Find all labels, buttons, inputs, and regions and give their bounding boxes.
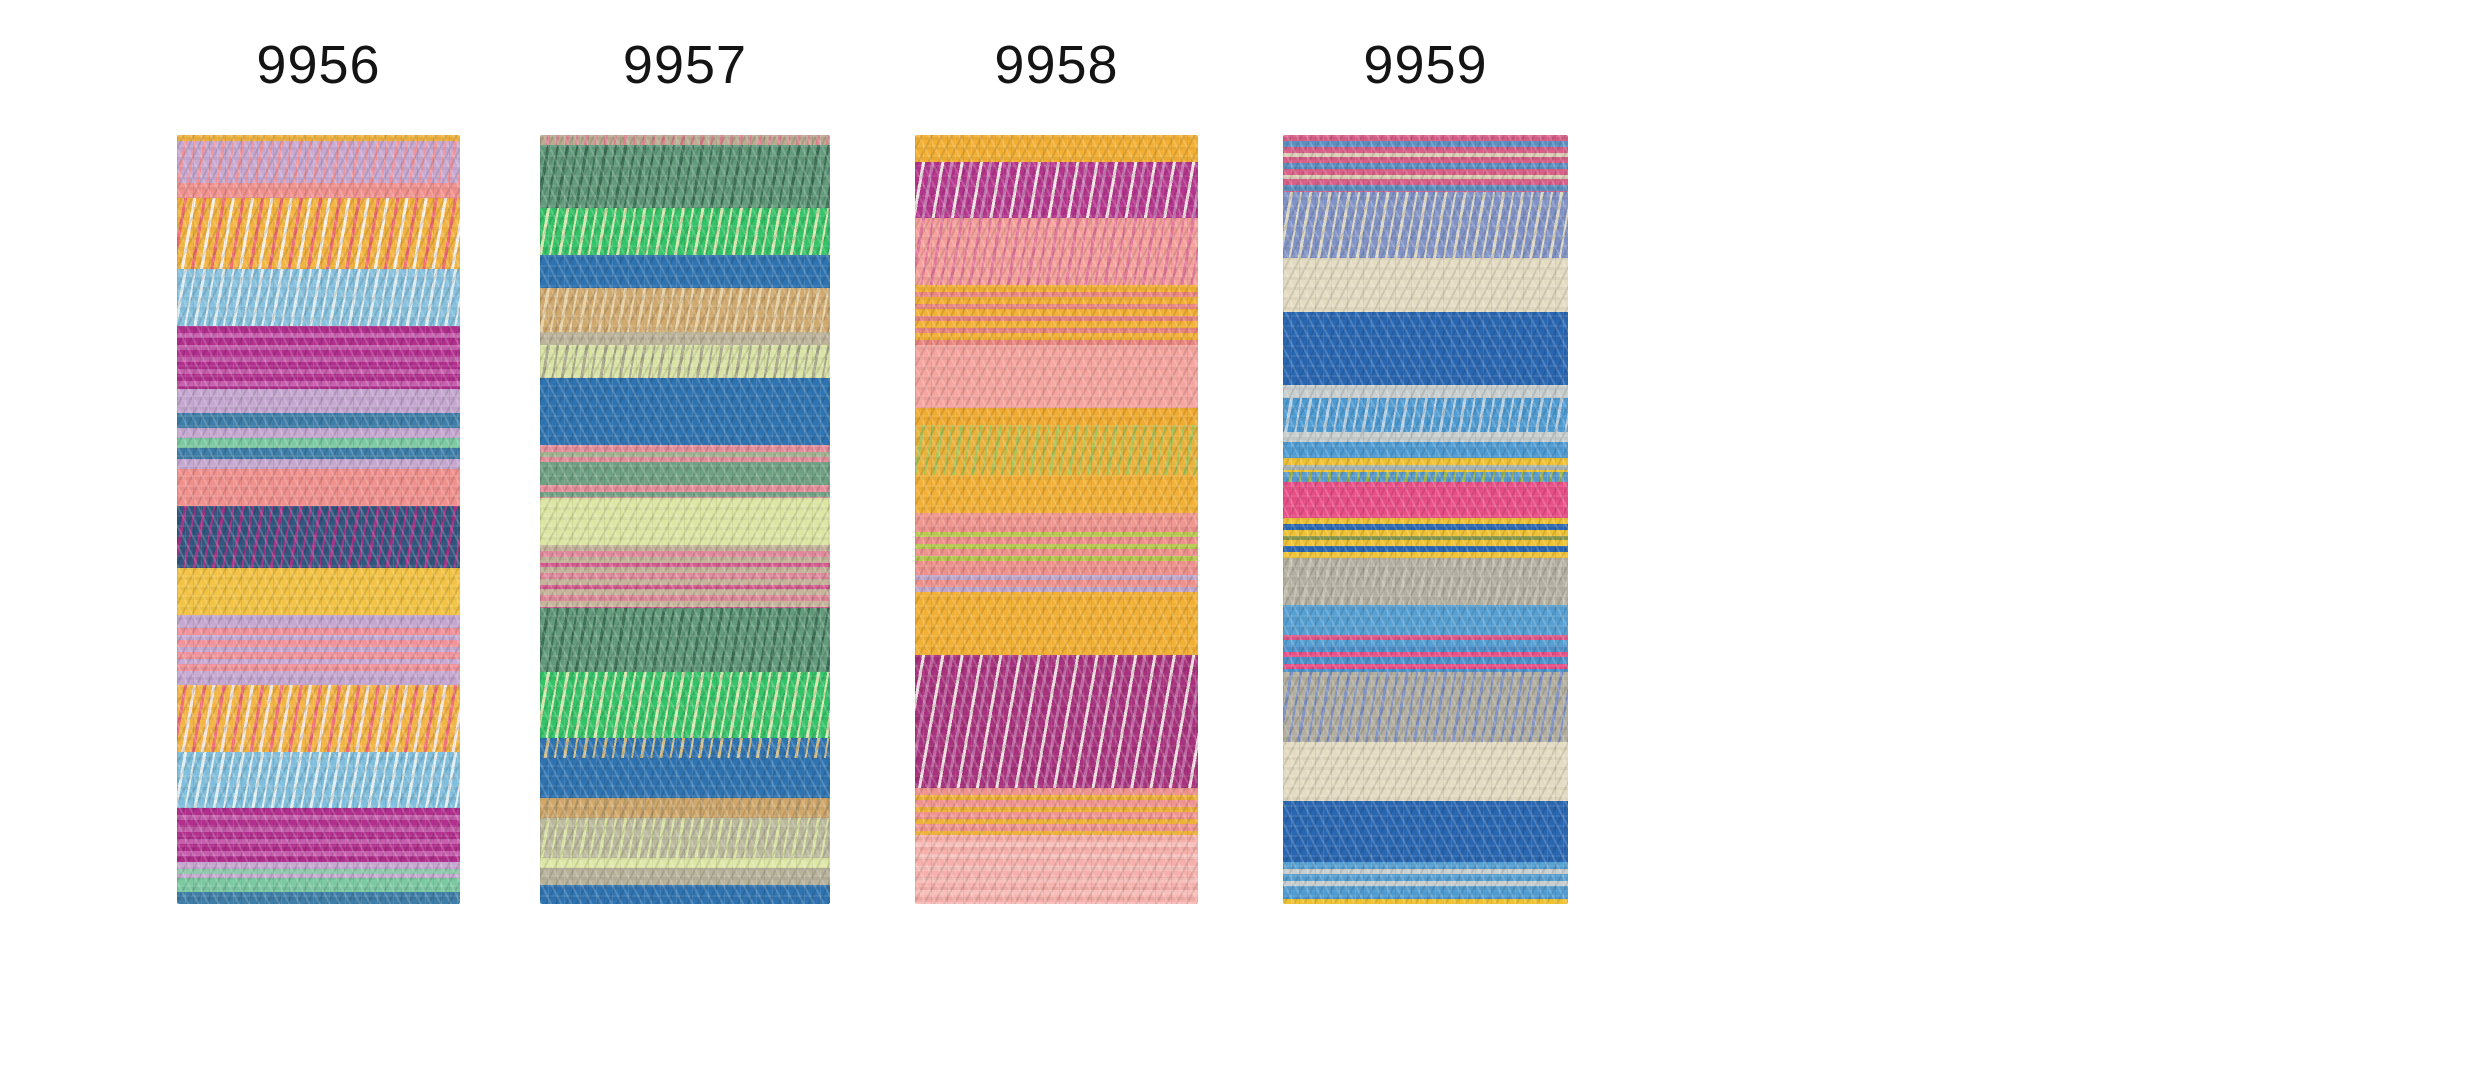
yarn-stripe (915, 408, 1198, 425)
yarn-stripe (1283, 482, 1568, 518)
yarn-stripe (540, 445, 830, 462)
yarn-stripe (540, 798, 830, 818)
yarn-stripe (915, 135, 1198, 162)
yarn-stripe (177, 568, 460, 616)
yarn-stripe (915, 218, 1198, 285)
swatch-label: 9956 (256, 35, 381, 95)
yarn-stripe (915, 568, 1198, 592)
yarn-stripe (540, 758, 830, 798)
yarn-stripe (177, 437, 460, 448)
yarn-stripe (915, 345, 1198, 408)
yarn-swatch (177, 135, 460, 904)
yarn-swatch (915, 135, 1198, 904)
yarn-swatch (540, 135, 830, 904)
yarn-stripe (177, 468, 460, 506)
yarn-stripe (540, 858, 830, 868)
yarn-stripe (540, 608, 830, 672)
yarn-stripe (1283, 742, 1568, 801)
yarn-stripe (1283, 385, 1568, 398)
yarn-stripe (1283, 558, 1568, 605)
yarn-stripe (1283, 518, 1568, 558)
swatch-label: 9958 (994, 35, 1119, 95)
yarn-stripe (177, 615, 460, 629)
yarn-stripe (915, 425, 1198, 475)
yarn-stripe (915, 475, 1198, 513)
yarn-stripe (540, 255, 830, 288)
yarn-stripe (1283, 432, 1568, 442)
yarn-stripe (540, 545, 830, 608)
yarn-stripe (177, 182, 460, 198)
yarn-stripe (177, 325, 460, 389)
yarn-swatch (1283, 135, 1568, 904)
swatch-column: 9956 (177, 38, 460, 904)
yarn-stripe (177, 862, 460, 879)
yarn-stripe (540, 135, 830, 145)
yarn-stripe (540, 345, 830, 378)
yarn-stripe (915, 788, 1198, 835)
yarn-stripe (540, 818, 830, 858)
yarn-stripe (540, 145, 830, 208)
stripe-stack (915, 135, 1198, 904)
yarn-stripe (1283, 672, 1568, 742)
yarn-stripe (177, 808, 460, 863)
yarn-stripe (1283, 605, 1568, 628)
yarn-stripe (177, 458, 460, 469)
yarn-stripe (1283, 192, 1568, 258)
yarn-stripe (1283, 628, 1568, 645)
yarn-stripe (1283, 862, 1568, 892)
yarn-stripe (915, 162, 1198, 218)
yarn-stripe (540, 462, 830, 485)
yarn-stripe (1283, 135, 1568, 192)
yarn-stripe (1283, 892, 1568, 904)
yarn-stripe (915, 525, 1198, 568)
yarn-stripe (177, 892, 460, 904)
yarn-stripe (540, 208, 830, 255)
yarn-stripe (177, 268, 460, 326)
yarn-stripe (177, 427, 460, 438)
yarn-stripe (1283, 312, 1568, 385)
yarn-stripe (177, 878, 460, 893)
yarn-stripe (540, 885, 830, 904)
yarn-stripe (540, 332, 830, 345)
swatch-label: 9959 (1363, 35, 1488, 95)
stripe-stack (1283, 135, 1568, 904)
swatch-label: 9957 (622, 35, 748, 95)
yarn-stripe (177, 675, 460, 686)
yarn-stripe (540, 868, 830, 885)
yarn-stripe (1283, 472, 1568, 482)
yarn-stripe (1283, 258, 1568, 312)
yarn-stripe (540, 288, 830, 332)
yarn-stripe (177, 685, 460, 753)
yarn-stripe (177, 447, 460, 459)
yarn-stripe (177, 628, 460, 676)
yarn-stripe (177, 412, 460, 428)
yarn-stripe (177, 752, 460, 809)
yarn-stripe (915, 835, 1198, 904)
yarn-stripe (177, 197, 460, 269)
swatch-column: 9959 (1283, 38, 1568, 904)
yarn-stripe (1283, 801, 1568, 862)
stripe-stack (540, 135, 830, 904)
yarn-stripe (1283, 645, 1568, 672)
yarn-stripe (177, 505, 460, 569)
yarn-stripe (540, 738, 830, 758)
yarn-stripe (540, 485, 830, 498)
yarn-stripe (177, 388, 460, 413)
yarn-stripe (540, 378, 830, 445)
yarn-stripe (177, 141, 460, 183)
yarn-stripe (177, 135, 460, 141)
swatch-column: 9957 (540, 38, 830, 904)
yarn-stripe (1283, 398, 1568, 432)
yarn-stripe (915, 592, 1198, 655)
yarn-stripe (1283, 458, 1568, 472)
stripe-stack (177, 135, 460, 904)
yarn-stripe (540, 672, 830, 738)
yarn-stripe (915, 513, 1198, 525)
yarn-stripe (915, 285, 1198, 345)
yarn-stripe (540, 498, 830, 545)
swatch-column: 9958 (915, 38, 1198, 904)
yarn-stripe (1283, 442, 1568, 458)
yarn-stripe (915, 655, 1198, 788)
